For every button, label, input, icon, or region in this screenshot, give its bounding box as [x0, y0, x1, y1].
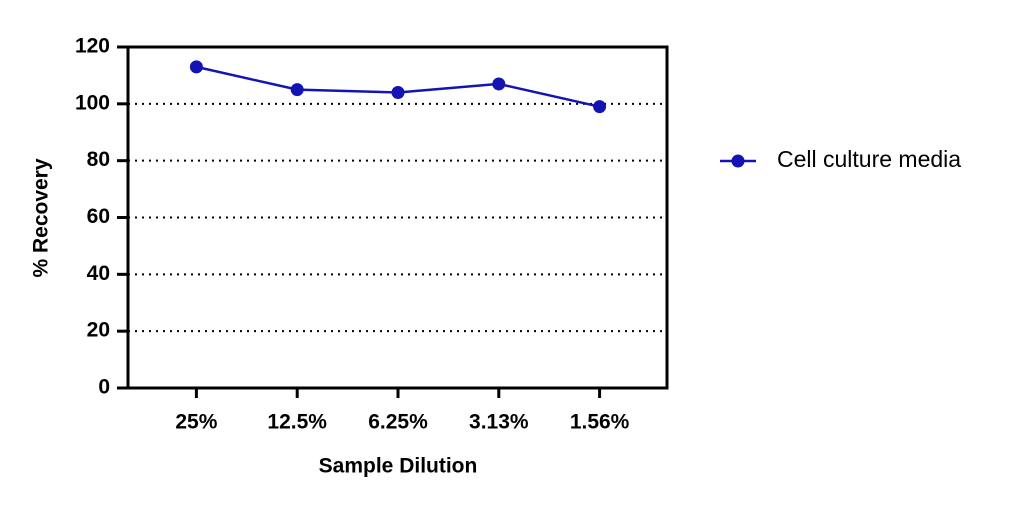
y-tick-label: 0: [98, 376, 110, 399]
x-tick-label: 6.25%: [368, 411, 428, 434]
y-tick-label: 80: [87, 148, 110, 171]
y-tick-label: 20: [87, 319, 110, 342]
data-point: [492, 77, 506, 91]
data-point: [593, 100, 607, 114]
y-tick-label: 60: [87, 205, 110, 228]
x-tick-label: 25%: [175, 411, 217, 434]
legend-marker: [731, 154, 745, 168]
data-point: [189, 60, 203, 74]
y-tick-label: 120: [75, 35, 110, 58]
y-tick-label: 100: [75, 91, 110, 114]
y-axis-label: % Recovery: [30, 158, 53, 277]
data-point: [391, 85, 405, 99]
y-tick-label: 40: [87, 262, 110, 285]
legend-label: Cell culture media: [777, 146, 961, 172]
x-tick-label: 3.13%: [469, 411, 529, 434]
data-point: [290, 83, 304, 97]
x-tick-label: 1.56%: [570, 411, 630, 434]
x-axis-label: Sample Dilution: [319, 455, 478, 478]
x-tick-label: 12.5%: [267, 411, 327, 434]
